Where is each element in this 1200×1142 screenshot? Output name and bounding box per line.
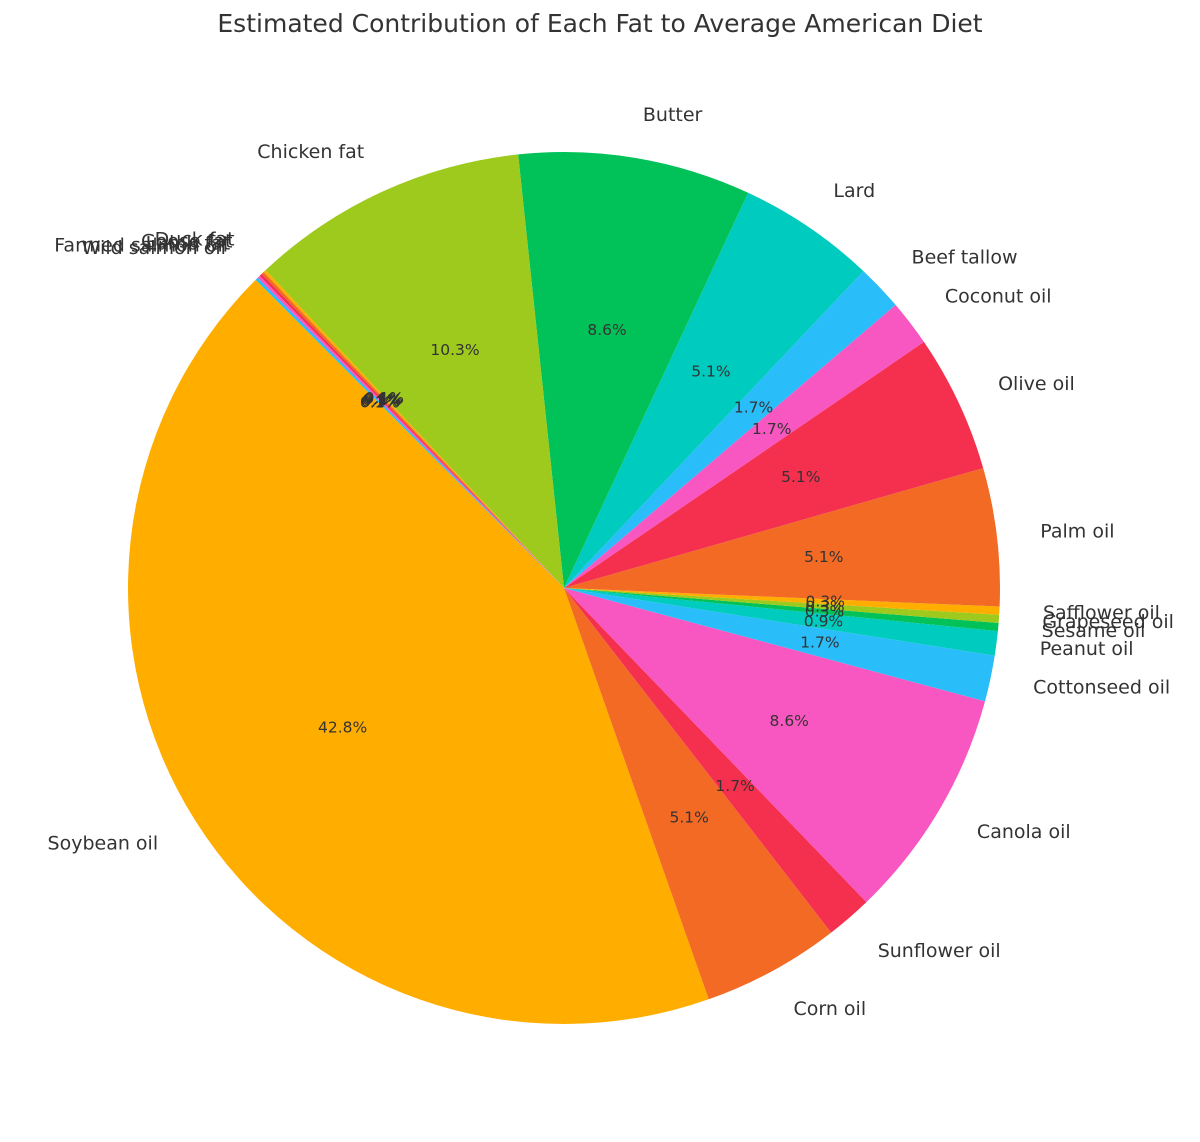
pct-label-lard: 5.1% <box>691 363 730 381</box>
pct-label-cottonseed-oil: 1.7% <box>800 633 839 651</box>
slice-label-farmed-salmon-oil: Farmed salmon oil <box>54 235 228 257</box>
slice-label-grapeseed-oil: Grapeseed oil <box>1042 611 1174 633</box>
pct-label-soybean-oil: 42.8% <box>318 718 367 736</box>
pct-label-canola-oil: 8.6% <box>770 712 809 730</box>
pct-label-butter: 8.6% <box>587 321 626 339</box>
pie-slice-olive-oil <box>564 341 984 588</box>
pie-slice-corn-oil <box>564 588 832 1000</box>
slice-label-sesame-oil: Sesame oil <box>1042 620 1146 642</box>
pie-slice-lamb-fat <box>259 273 564 588</box>
pie-slice-lard <box>564 192 864 589</box>
pie-slice-palm-oil <box>564 468 1001 607</box>
pie-slice-cottonseed-oil <box>564 588 995 702</box>
pct-label-sesame-oil: 0.3% <box>805 602 844 620</box>
slice-label-palm-oil: Palm oil <box>1040 521 1114 543</box>
pie-slice-canola-oil <box>564 588 986 903</box>
slice-label-safflower-oil: Safflower oil <box>1043 602 1160 624</box>
slice-label-beef-tallow: Beef tallow <box>912 247 1018 269</box>
slice-label-wild-salmon-oil: Wild salmon oil <box>82 237 226 259</box>
pie-slice-sesame-oil <box>564 588 999 632</box>
pct-label-safflower-oil: 0.3% <box>806 593 845 611</box>
pie-slice-coconut-oil <box>564 304 924 588</box>
pie-slice-chicken-fat <box>265 154 564 589</box>
pct-label-wild-salmon-oil: 0.1% <box>360 393 399 411</box>
pct-label-farmed-salmon-oil: 0.1% <box>361 392 400 410</box>
slice-label-lard: Lard <box>833 180 875 202</box>
chart-title: Estimated Contribution of Each Fat to Av… <box>217 9 983 38</box>
pct-label-chicken-fat: 10.3% <box>430 341 479 359</box>
pie-slice-grapeseed-oil <box>564 588 1000 623</box>
slice-label-peanut-oil: Peanut oil <box>1040 638 1134 660</box>
slice-label-canola-oil: Canola oil <box>977 821 1071 843</box>
slice-label-sunflower-oil: Sunflower oil <box>878 940 1001 962</box>
pct-label-peanut-oil: 0.9% <box>804 612 843 630</box>
slice-label-soybean-oil: Soybean oil <box>48 833 159 855</box>
pct-label-palm-oil: 5.1% <box>804 548 843 566</box>
slice-label-chicken-fat: Chicken fat <box>257 141 364 163</box>
pct-label-sunflower-oil: 1.7% <box>715 777 754 795</box>
pie-slice-safflower-oil <box>564 588 1000 615</box>
pie-slice-farmed-salmon-oil <box>257 275 564 588</box>
pie-slice-peanut-oil <box>564 588 998 656</box>
slice-label-olive-oil: Olive oil <box>998 373 1075 395</box>
slice-label-butter: Butter <box>643 104 703 126</box>
pie-slice-duck-fat <box>263 270 564 588</box>
pie-slice-butter <box>518 151 749 588</box>
slice-label-cottonseed-oil: Cottonseed oil <box>1033 677 1170 699</box>
pct-label-coconut-oil: 1.7% <box>752 420 791 438</box>
slice-label-lamb-fat: Lamb fat <box>146 233 231 255</box>
pie-slices <box>128 151 1001 1024</box>
slice-label-coconut-oil: Coconut oil <box>945 286 1052 308</box>
pct-label-beef-tallow: 1.7% <box>734 399 773 417</box>
pie-slice-beef-tallow <box>564 271 896 588</box>
pie-labels: Soybean oil 42.8% Corn oil 5.1% Sunflower oi… <box>48 104 1174 1020</box>
pie-slice-goose-fat <box>261 272 564 588</box>
pie-slice-soybean-oil <box>128 279 709 1024</box>
pct-label-duck-fat: 0.1% <box>365 389 404 407</box>
pct-label-corn-oil: 5.1% <box>669 809 708 827</box>
pct-label-goose-fat: 0.1% <box>363 390 402 408</box>
slice-label-duck-fat: Duck fat <box>155 228 235 250</box>
slice-label-goose-fat: Goose fat <box>141 230 232 252</box>
pct-label-olive-oil: 5.1% <box>781 468 820 486</box>
pie-slice-wild-salmon-oil <box>255 277 564 588</box>
pct-label-lamb-fat: 0.1% <box>362 391 401 409</box>
pct-label-grapeseed-oil: 0.3% <box>805 598 844 616</box>
slice-label-corn-oil: Corn oil <box>793 998 866 1020</box>
pie-slice-sunflower-oil <box>564 588 867 933</box>
